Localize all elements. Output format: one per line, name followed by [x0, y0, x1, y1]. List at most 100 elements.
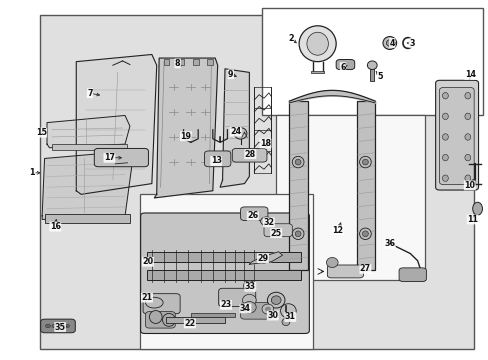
Text: 24: 24 [230, 127, 241, 136]
Ellipse shape [280, 304, 296, 318]
Ellipse shape [243, 281, 255, 291]
Polygon shape [249, 252, 282, 264]
Ellipse shape [464, 154, 470, 161]
Ellipse shape [292, 228, 304, 239]
Ellipse shape [145, 297, 163, 308]
FancyBboxPatch shape [439, 87, 473, 185]
Text: 8: 8 [175, 59, 180, 68]
Ellipse shape [442, 175, 447, 181]
Text: 16: 16 [50, 222, 61, 231]
FancyBboxPatch shape [335, 59, 354, 69]
Ellipse shape [295, 159, 301, 165]
Polygon shape [76, 54, 157, 194]
Bar [52, 144, 127, 149]
Ellipse shape [464, 175, 470, 181]
Text: 20: 20 [142, 257, 153, 266]
Bar [192, 59, 198, 65]
FancyBboxPatch shape [204, 151, 230, 167]
Text: 17: 17 [104, 153, 115, 162]
Text: 32: 32 [263, 218, 274, 227]
FancyBboxPatch shape [240, 207, 267, 221]
Bar [207, 59, 213, 65]
Ellipse shape [382, 37, 396, 49]
FancyBboxPatch shape [94, 148, 148, 167]
FancyBboxPatch shape [41, 319, 75, 333]
Bar [369, 65, 373, 81]
Bar [261, 8, 483, 116]
Text: 35: 35 [55, 323, 65, 332]
Ellipse shape [464, 134, 470, 140]
Ellipse shape [52, 324, 57, 328]
Ellipse shape [442, 113, 447, 120]
Ellipse shape [359, 156, 370, 168]
Text: 14: 14 [464, 71, 475, 80]
Text: 36: 36 [384, 239, 394, 248]
Ellipse shape [45, 324, 50, 328]
Bar [356, 101, 374, 270]
Ellipse shape [259, 256, 268, 263]
Ellipse shape [442, 154, 447, 161]
Ellipse shape [326, 257, 337, 267]
Bar [289, 101, 307, 270]
Ellipse shape [362, 159, 367, 165]
Text: 33: 33 [244, 282, 255, 291]
Text: 1: 1 [30, 168, 35, 177]
Bar [166, 317, 224, 323]
Ellipse shape [260, 217, 272, 226]
FancyBboxPatch shape [327, 265, 363, 278]
Ellipse shape [442, 134, 447, 140]
Bar [190, 313, 234, 317]
Ellipse shape [292, 156, 304, 168]
Ellipse shape [149, 311, 162, 323]
Ellipse shape [282, 319, 289, 325]
Ellipse shape [242, 294, 256, 306]
Bar [178, 59, 183, 65]
Text: 25: 25 [270, 229, 281, 238]
Bar [140, 194, 312, 348]
Ellipse shape [464, 113, 470, 120]
Bar [147, 252, 300, 262]
Ellipse shape [264, 307, 270, 312]
Ellipse shape [386, 40, 392, 46]
FancyBboxPatch shape [264, 224, 292, 237]
Text: 6: 6 [340, 63, 345, 72]
Ellipse shape [242, 302, 256, 313]
Bar [276, 116, 424, 280]
Ellipse shape [366, 61, 376, 69]
Text: 11: 11 [466, 215, 477, 224]
FancyBboxPatch shape [141, 213, 309, 333]
Ellipse shape [64, 324, 69, 328]
Text: 31: 31 [284, 312, 295, 321]
Text: 22: 22 [184, 319, 195, 328]
Polygon shape [42, 151, 132, 220]
Bar [147, 270, 300, 280]
Text: 21: 21 [141, 293, 152, 302]
Text: 12: 12 [332, 226, 343, 235]
Bar [163, 59, 169, 65]
FancyBboxPatch shape [145, 312, 175, 328]
Text: 7: 7 [87, 89, 93, 98]
Text: 5: 5 [377, 72, 382, 81]
Text: 27: 27 [359, 265, 370, 274]
Text: 30: 30 [267, 311, 278, 320]
Text: 34: 34 [240, 304, 250, 313]
FancyBboxPatch shape [218, 288, 255, 307]
Polygon shape [154, 58, 217, 198]
Text: 10: 10 [463, 181, 474, 190]
Polygon shape [47, 116, 130, 148]
Text: 13: 13 [210, 157, 221, 166]
Bar [40, 15, 473, 348]
Text: 19: 19 [180, 132, 191, 141]
Ellipse shape [246, 283, 252, 288]
Ellipse shape [162, 314, 175, 326]
Ellipse shape [359, 228, 370, 239]
FancyBboxPatch shape [232, 148, 266, 162]
Text: 26: 26 [247, 211, 258, 220]
Ellipse shape [472, 202, 482, 215]
Ellipse shape [271, 296, 281, 305]
Ellipse shape [267, 292, 285, 308]
Text: 4: 4 [389, 39, 394, 48]
Ellipse shape [299, 26, 335, 62]
Ellipse shape [306, 32, 328, 55]
Ellipse shape [464, 93, 470, 99]
